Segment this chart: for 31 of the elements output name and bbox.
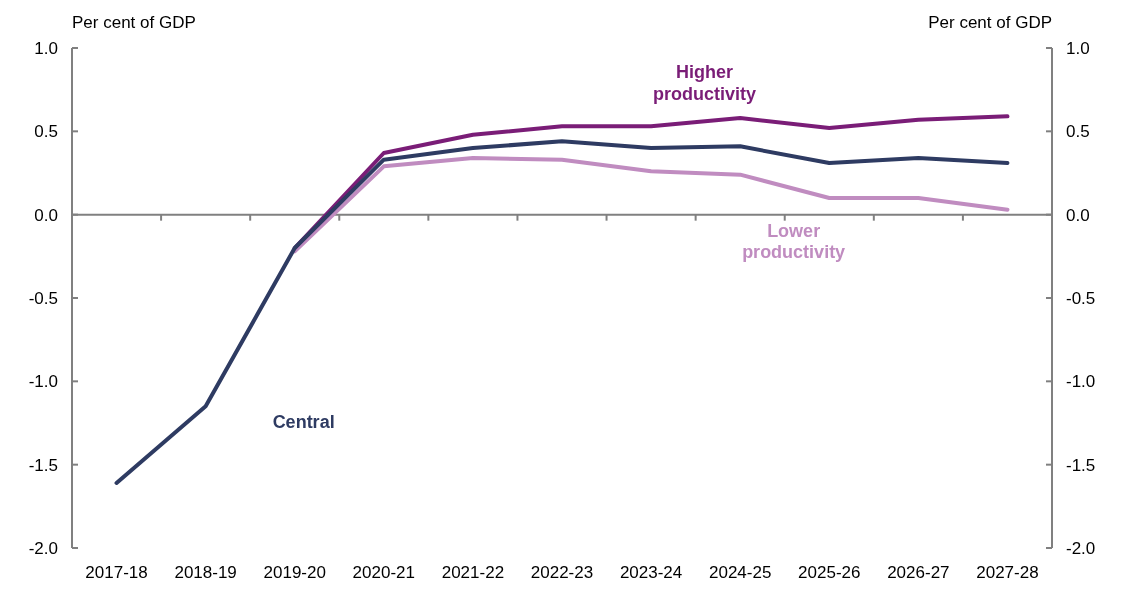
y2-tick-label: 1.0: [1066, 38, 1090, 58]
y-tick-label: -2.0: [28, 538, 58, 558]
y-tick-label: 0.5: [34, 122, 58, 142]
y2-axis-title: Per cent of GDP: [928, 13, 1052, 32]
y-tick-label: -1.0: [28, 372, 58, 392]
x-tick-label: 2023-24: [619, 563, 683, 582]
x-tick-label: 2017-18: [85, 563, 148, 582]
y-tick-label: -1.5: [28, 455, 58, 475]
y2-tick-label: -1.5: [1066, 455, 1096, 475]
y-tick-label: 1.0: [34, 38, 58, 58]
line-series: [114, 139, 1010, 485]
series-label: Higher productivity: [653, 62, 757, 104]
x-tick-label: 2026-27: [887, 563, 950, 582]
x-tick-label: 2018-19: [174, 563, 237, 582]
x-tick-label: 2022-23: [530, 563, 594, 582]
x-tick-label: 2027-28: [976, 563, 1039, 582]
y2-tick-label: -0.5: [1066, 288, 1096, 308]
y-tick-label: -0.5: [28, 288, 58, 308]
x-tick-label: 2025-26: [798, 563, 861, 582]
x-tick-label: 2019-20: [263, 563, 326, 582]
y2-tick-label: -1.0: [1066, 372, 1096, 392]
x-tick-label: 2021-22: [441, 563, 505, 582]
y2-tick-label: 0.5: [1066, 122, 1090, 142]
x-tick-label: 2020-21: [352, 563, 416, 582]
text: Central: [272, 412, 335, 432]
series-label: Lower productivity: [742, 220, 846, 263]
x-tick-label: 2024-25: [708, 563, 772, 582]
y2-tick-label: -2.0: [1066, 538, 1096, 558]
y2-tick-label: 0.0: [1066, 205, 1090, 225]
y-axis-title: Per cent of GDP: [72, 13, 196, 32]
y-tick-label: 0.0: [34, 205, 58, 225]
